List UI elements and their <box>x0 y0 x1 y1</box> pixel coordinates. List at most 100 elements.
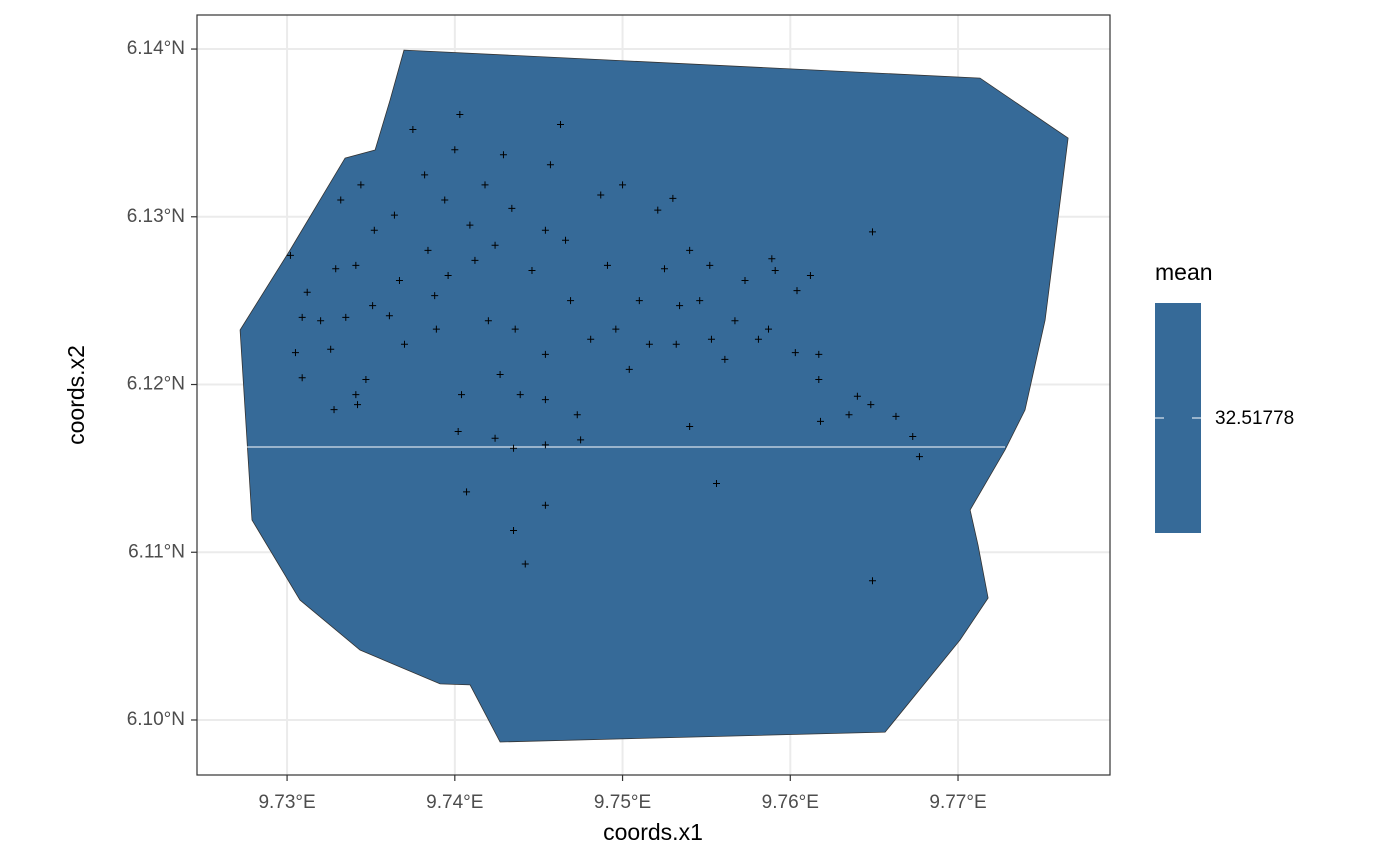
point <box>541 350 549 358</box>
y-tick-label: 6.10°N <box>127 709 185 730</box>
point <box>816 417 824 425</box>
point <box>612 325 620 333</box>
point <box>654 206 662 214</box>
point <box>330 406 338 414</box>
point <box>496 370 504 378</box>
point <box>741 277 749 285</box>
point <box>815 350 823 358</box>
point <box>291 349 299 357</box>
point <box>370 226 378 234</box>
point <box>354 401 362 409</box>
point <box>806 271 814 279</box>
point <box>357 181 365 189</box>
legend-title: mean <box>1155 259 1213 285</box>
point <box>892 412 900 420</box>
point <box>317 317 325 325</box>
point <box>546 161 554 169</box>
point <box>298 374 306 382</box>
point <box>791 349 799 357</box>
x-tick-label: 9.77°E <box>929 792 986 813</box>
point <box>528 266 536 274</box>
y-tick-label: 6.11°N <box>128 541 185 562</box>
point <box>721 355 729 363</box>
point <box>441 196 449 204</box>
point <box>619 181 627 189</box>
point <box>556 121 564 129</box>
y-tick-label: 6.14°N <box>127 38 185 59</box>
point <box>867 401 875 409</box>
point <box>635 297 643 305</box>
point <box>332 265 340 273</box>
point <box>432 325 440 333</box>
point <box>625 365 633 373</box>
point <box>541 441 549 449</box>
point <box>471 256 479 264</box>
point <box>707 335 715 343</box>
point <box>562 236 570 244</box>
point <box>541 226 549 234</box>
point <box>451 146 459 154</box>
y-tick-label: 6.13°N <box>127 206 185 227</box>
point <box>676 302 684 310</box>
point <box>511 325 519 333</box>
point <box>853 392 861 400</box>
point <box>444 271 452 279</box>
point <box>771 266 779 274</box>
point <box>660 265 668 273</box>
point <box>484 317 492 325</box>
point <box>731 317 739 325</box>
point <box>327 345 335 353</box>
point <box>706 261 714 269</box>
point <box>541 501 549 509</box>
point <box>342 313 350 321</box>
point <box>481 181 489 189</box>
point <box>573 411 581 419</box>
point <box>337 196 345 204</box>
point <box>352 391 360 399</box>
plot-layer <box>239 49 1069 743</box>
point <box>431 292 439 300</box>
point <box>303 288 311 296</box>
point <box>768 255 776 263</box>
point <box>466 221 474 229</box>
x-tick-label: 9.74°E <box>426 792 483 813</box>
point <box>458 391 466 399</box>
point <box>286 251 294 259</box>
point <box>510 526 518 534</box>
point <box>499 151 507 159</box>
point <box>645 340 653 348</box>
point <box>454 427 462 435</box>
point <box>712 479 720 487</box>
point <box>567 297 575 305</box>
x-tick-label: 9.75°E <box>594 792 651 813</box>
point <box>868 577 876 585</box>
point <box>672 340 680 348</box>
x-tick-label: 9.76°E <box>762 792 819 813</box>
point <box>456 110 464 118</box>
point <box>516 391 524 399</box>
point <box>686 246 694 254</box>
y-tick-label: 6.12°N <box>127 374 185 395</box>
point <box>541 396 549 404</box>
point <box>424 246 432 254</box>
point <box>815 375 823 383</box>
point <box>696 297 704 305</box>
point <box>510 444 518 452</box>
panel-border <box>196 14 1111 776</box>
point <box>409 126 417 134</box>
point <box>463 488 471 496</box>
point <box>508 204 516 212</box>
point <box>603 261 611 269</box>
point <box>390 211 398 219</box>
point <box>362 375 370 383</box>
point <box>793 287 801 295</box>
point <box>597 191 605 199</box>
point <box>491 434 499 442</box>
point <box>669 194 677 202</box>
point <box>754 335 762 343</box>
point <box>385 312 393 320</box>
point <box>587 335 595 343</box>
point <box>915 453 923 461</box>
